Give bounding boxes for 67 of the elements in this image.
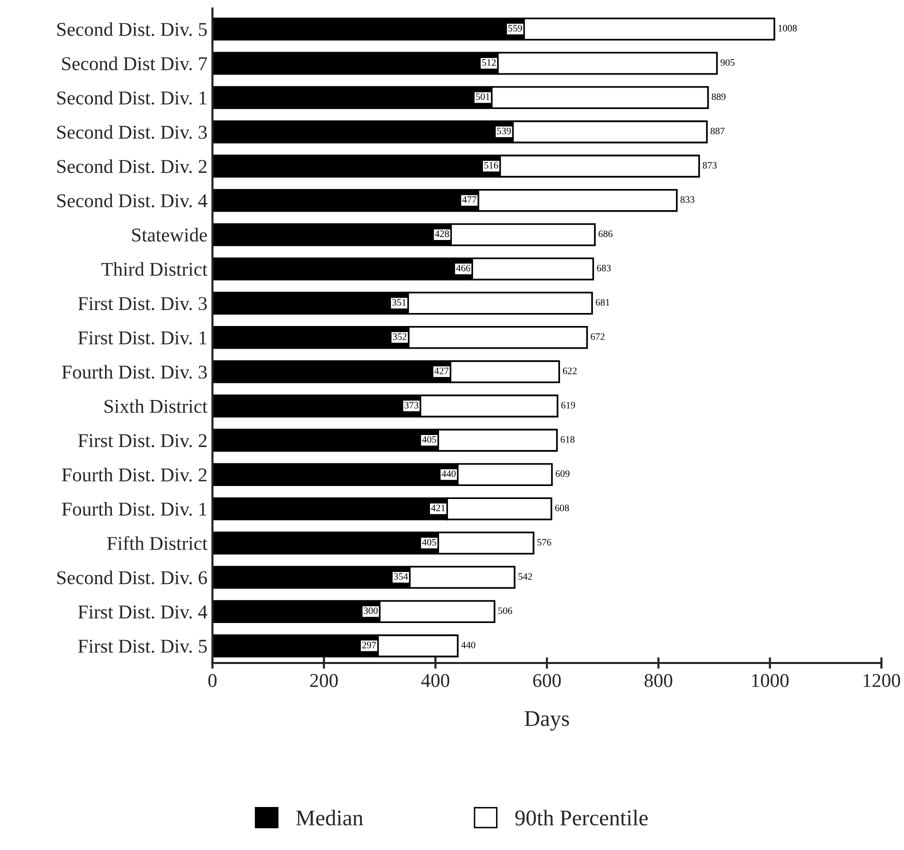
x-tick-label: 600 — [533, 674, 561, 688]
y-tick-label: Fourth Dist. Div. 1 — [62, 502, 206, 516]
y-tick-label: Third District — [102, 262, 208, 276]
total-label: 542 — [518, 573, 532, 580]
total-label: 681 — [596, 299, 610, 306]
data-label: 354 — [394, 573, 408, 580]
total-label: 833 — [680, 196, 694, 203]
y-tick-label: Fourth Dist. Div. 3 — [62, 364, 207, 379]
data-label: 501 — [476, 93, 490, 100]
total-label: 609 — [556, 470, 570, 477]
y-tick-label: First Dist. Div. 2 — [78, 434, 207, 448]
y-tick-label: Second Dist. Div. 5 — [57, 22, 207, 36]
total-label: 1008 — [778, 24, 797, 32]
data-label: 373 — [404, 402, 418, 408]
x-tick-label: 200 — [310, 674, 338, 688]
data-label: 351 — [392, 299, 406, 306]
total-label: 873 — [702, 162, 717, 169]
total-label: 672 — [590, 333, 604, 340]
y-tick-label: Fifth District — [107, 536, 208, 550]
data-label: 559 — [508, 24, 522, 32]
y-tick-label: First Dist. Div. 3 — [78, 297, 207, 310]
total-label: 686 — [598, 230, 612, 238]
legend-label: 90th Percentile — [515, 810, 648, 826]
legend-label: Median — [296, 810, 364, 826]
x-tick-label: 1000 — [752, 674, 789, 688]
data-label: 512 — [482, 59, 496, 66]
y-tick-label: Second Dist. Div. 2 — [57, 159, 207, 174]
total-label: 576 — [537, 538, 552, 546]
x-tick-label: 0 — [208, 674, 217, 688]
total-label: 887 — [710, 128, 725, 134]
total-label: 618 — [560, 436, 575, 443]
total-label: 608 — [555, 504, 569, 512]
x-tick-label: 400 — [421, 674, 450, 688]
total-label: 619 — [561, 402, 576, 408]
y-tick-label: Statewide — [132, 228, 207, 242]
x-tick-label: 800 — [644, 674, 672, 688]
total-label: 506 — [498, 607, 512, 614]
data-label: 421 — [431, 504, 445, 512]
y-tick-label: Second Dist. Div. 4 — [57, 194, 208, 208]
data-label: 352 — [392, 333, 406, 340]
data-label: 466 — [456, 264, 470, 272]
data-label: 427 — [434, 368, 449, 374]
total-label: 683 — [596, 264, 611, 272]
data-label: 440 — [442, 470, 456, 477]
y-tick-label: Second Dist. Div. 3 — [57, 125, 207, 139]
data-label: 516 — [484, 162, 498, 169]
data-label: 477 — [462, 196, 476, 203]
y-tick-label: First Dist. Div. 5 — [78, 640, 207, 653]
y-tick-label: Second Dist Div. 7 — [62, 56, 208, 70]
y-tick-label: First Dist. Div. 1 — [78, 331, 206, 344]
y-tick-label: Second Dist. Div. 1 — [57, 90, 206, 105]
total-label: 440 — [461, 642, 476, 648]
y-tick-label: Second Dist. Div. 6 — [57, 570, 207, 584]
data-label: 300 — [364, 607, 378, 614]
y-tick-label: Fourth Dist. Div. 2 — [62, 468, 207, 482]
total-label: 622 — [562, 368, 577, 374]
data-label: 539 — [497, 128, 511, 134]
data-label: 428 — [434, 230, 449, 238]
y-tick-label: First Dist. Div. 4 — [78, 605, 208, 619]
total-label: 905 — [720, 59, 734, 66]
data-label: 405 — [422, 436, 436, 443]
total-label: 889 — [712, 93, 726, 100]
data-label: 405 — [422, 538, 436, 546]
x-tick-label: 1200 — [864, 674, 900, 688]
y-tick-label: Sixth District — [104, 399, 208, 413]
data-label: 297 — [362, 642, 376, 648]
x-axis-title: Days — [524, 711, 569, 731]
